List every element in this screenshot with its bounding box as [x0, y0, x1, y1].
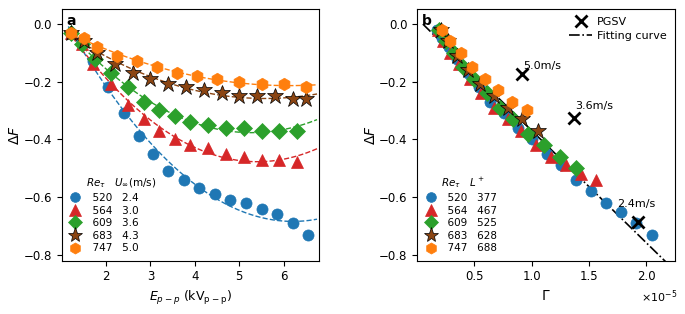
Text: 2.4m/s: 2.4m/s	[617, 199, 656, 209]
Legend: $Re_\tau$   $L^+$,   520   377,   564   467,   609   525,   683   628,   747   6: $Re_\tau$ $L^+$, 520 377, 564 467, 609 5…	[423, 173, 499, 255]
X-axis label: $E_{p-p}$ (kV$_\mathrm{p-p}$): $E_{p-p}$ (kV$_\mathrm{p-p}$)	[149, 289, 232, 307]
Legend: $Re_\tau$   $U_\infty$(m/s),   520   2.4,   564   3.0,   609   3.6,   683   4.3,: $Re_\tau$ $U_\infty$(m/s), 520 2.4, 564 …	[67, 175, 158, 255]
Text: $\times10^{-5}$: $\times10^{-5}$	[641, 288, 677, 305]
Text: a: a	[67, 14, 76, 29]
Y-axis label: $\Delta F$: $\Delta F$	[8, 125, 22, 145]
Text: 5.0m/s: 5.0m/s	[523, 61, 562, 71]
Y-axis label: $\Delta F$: $\Delta F$	[364, 125, 377, 145]
Text: 3.6m/s: 3.6m/s	[575, 101, 613, 111]
Text: b: b	[422, 14, 432, 29]
X-axis label: $\Gamma$: $\Gamma$	[541, 289, 551, 303]
